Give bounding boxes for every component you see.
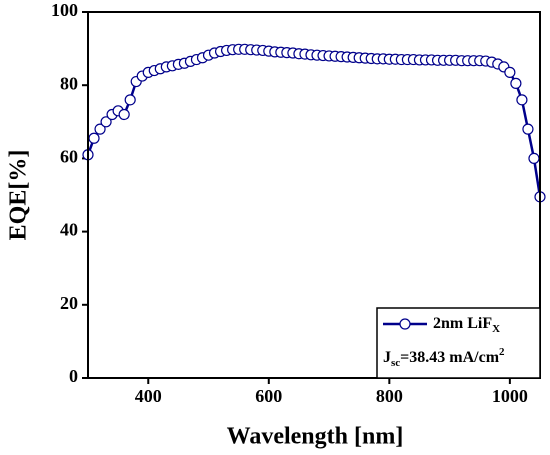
y-tick-label: 80: [60, 73, 78, 93]
annotation-sub: sc: [391, 357, 400, 369]
annotation: Jsc=38.43 mA/cm2: [383, 346, 505, 369]
marker: [100, 116, 112, 128]
marker: [522, 123, 534, 135]
legend-name: 2nm LiF: [433, 315, 492, 332]
y-tick-label: 40: [60, 220, 78, 240]
marker: [124, 94, 136, 106]
marker: [516, 94, 528, 106]
x-axis-label: Wavelength [nm]: [227, 424, 404, 450]
marker: [528, 152, 540, 164]
marker: [504, 66, 516, 78]
marker: [88, 132, 100, 144]
x-tick-label: 600: [255, 386, 282, 406]
x-tick-label: 800: [376, 386, 403, 406]
legend-label: 2nm LiFX: [433, 315, 500, 335]
x-tick-label: 1000: [492, 386, 528, 406]
x-tick-label: 400: [135, 386, 162, 406]
annotation-main: J: [383, 349, 391, 366]
y-axis-label: EQE[%]: [6, 150, 32, 241]
legend-sub: X: [492, 323, 500, 335]
annotation-rest: =38.43 mA/cm: [400, 349, 500, 366]
y-tick-label: 100: [51, 0, 78, 20]
legend-box: [376, 307, 541, 379]
marker: [510, 77, 522, 89]
marker: [118, 108, 130, 121]
marker: [94, 123, 106, 135]
y-tick-label: 20: [60, 293, 78, 313]
plot-frame: [87, 11, 541, 379]
y-tick-label: 60: [60, 147, 78, 167]
y-tick-label: 0: [69, 366, 78, 386]
annotation-sup: 2: [499, 346, 505, 358]
legend-marker: [399, 318, 411, 330]
